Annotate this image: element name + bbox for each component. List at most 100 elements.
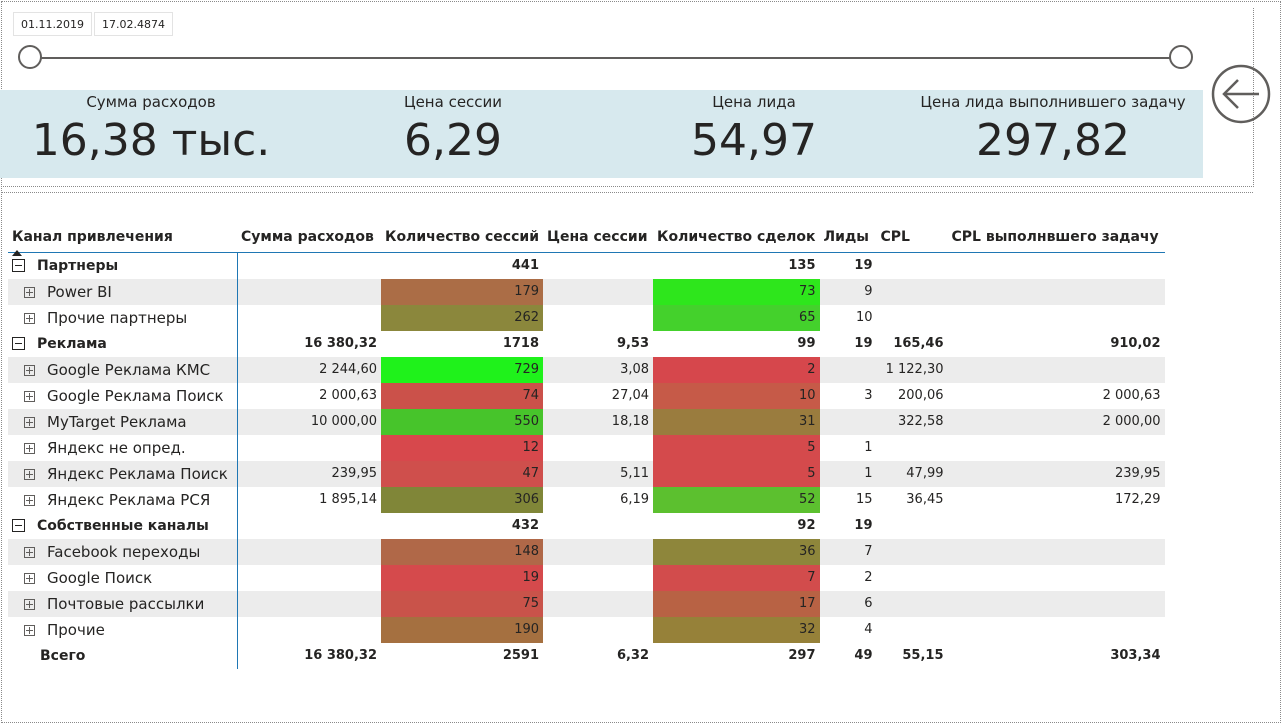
table-cell (948, 617, 1165, 643)
date-range-start-handle[interactable] (18, 45, 42, 69)
table-cell: 4 (864, 622, 873, 637)
table-cell: 190 (381, 616, 544, 643)
table-cell (947, 590, 1165, 617)
expand-icon[interactable] (24, 572, 35, 584)
table-row: Яндекс Реклама РСЯ 1 895,14 306 6,19 52 15 36,… (8, 486, 1165, 513)
table-cell: 148 (381, 538, 544, 565)
collapse-icon[interactable] (12, 259, 25, 273)
table-cell (543, 513, 653, 539)
row-label-text: Реклама (37, 335, 107, 352)
table-cell: 75 (381, 590, 544, 617)
table-cell: 16 380,32 (304, 336, 377, 351)
table-cell: 47 (381, 460, 544, 487)
kpi-lead-price: Цена лида 54,97 (623, 90, 885, 166)
table-cell (876, 538, 948, 565)
row-label: Собственные каналы (8, 512, 238, 539)
table-cell: 179 (381, 278, 544, 305)
table-cell: 2 000,63 (319, 388, 377, 403)
kpi-label: Сумма расходов (86, 93, 216, 111)
table-cell (237, 590, 381, 617)
table-cell (877, 435, 948, 461)
column-header-session-price[interactable]: Цена сессии (547, 229, 648, 245)
date-range-end-handle[interactable] (1169, 45, 1193, 69)
table-cell (948, 305, 1165, 331)
table-cell: 55,15 (902, 648, 944, 663)
expand-icon[interactable] (24, 390, 35, 402)
table-cell: 2 000,63 (1102, 388, 1161, 403)
table-cell: 262 (381, 304, 544, 331)
column-header-leads[interactable]: Лиды (823, 229, 869, 245)
row-label: MyTarget Реклама (8, 408, 238, 435)
table-cell: 239,95 (237, 460, 381, 487)
arrow-left-circle-icon (1211, 64, 1271, 124)
table-cell: 6,19 (620, 492, 650, 507)
kpi-value: 6,29 (404, 115, 502, 166)
table-row: Facebook переходы 148 36 7 (8, 538, 1165, 565)
table-cell: 36 (653, 538, 820, 565)
table-cell: 31 (653, 408, 820, 435)
expand-icon[interactable] (24, 442, 35, 454)
table-cell (543, 538, 654, 565)
expand-icon[interactable] (24, 312, 35, 324)
column-header-spend[interactable]: Сумма расходов (241, 229, 374, 245)
row-label: Прочие (8, 616, 238, 643)
table-cell: 9,53 (616, 336, 650, 351)
expand-icon[interactable] (24, 468, 35, 480)
table-cell: 99 (797, 336, 816, 351)
table-cell (543, 305, 653, 331)
column-header-cpl[interactable]: CPL (880, 229, 910, 245)
table-cell: 19 (854, 336, 873, 351)
collapse-icon[interactable] (12, 519, 25, 532)
expand-icon[interactable] (24, 624, 35, 636)
table-cell (877, 617, 948, 643)
table-cell: 2 000,00 (947, 408, 1165, 435)
column-header-deals[interactable]: Количество сделок (657, 229, 816, 245)
table-cell: 1 (864, 440, 873, 455)
kpi-label: Цена лида (712, 93, 796, 111)
table-cell (876, 278, 948, 305)
row-label: Google Реклама Поиск (8, 382, 238, 409)
row-label-text: Собственные каналы (37, 517, 209, 534)
date-end-field[interactable]: 17.02.4874 (94, 12, 173, 36)
kpi-session-price: Цена сессии 6,29 (322, 90, 584, 166)
expand-icon[interactable] (24, 598, 35, 610)
table-row: MyTarget Реклама 10 000,00 550 18,18 31 322,5… (8, 408, 1165, 435)
row-label-text: Партнеры (37, 257, 119, 274)
date-range-slider-track[interactable] (30, 57, 1181, 59)
row-label-text: Прочие (47, 620, 105, 639)
table-cell: 172,29 (1115, 492, 1161, 507)
column-header-sessions[interactable]: Количество сессий (385, 229, 540, 245)
table-cell: 5 (653, 434, 820, 461)
row-label: Партнеры (8, 252, 238, 279)
row-label: Google Реклама КМС (8, 356, 238, 383)
sort-ascending-icon[interactable] (12, 250, 22, 256)
table-row: Power BI 179 73 9 (8, 278, 1165, 305)
expand-icon[interactable] (24, 416, 35, 428)
table-cell: 3,08 (543, 356, 654, 383)
column-header-cpl-completed[interactable]: CPL выполнвшего задачу (951, 229, 1159, 245)
table-cell (237, 617, 381, 643)
table-cell (237, 278, 381, 305)
table-cell: 10 (855, 310, 873, 325)
table-cell (237, 538, 381, 565)
expand-icon[interactable] (24, 364, 35, 376)
table-cell: 10 000,00 (237, 408, 381, 435)
table-cell (947, 538, 1165, 565)
kpi-completed-lead-price: Цена лида выполнившего задачу 297,82 (908, 90, 1198, 166)
table-cell: 910,02 (1110, 336, 1161, 351)
collapse-icon[interactable] (12, 337, 25, 350)
table-cell: 74 (381, 382, 544, 409)
expand-icon[interactable] (24, 546, 35, 558)
table-cell (237, 253, 381, 279)
expand-icon[interactable] (24, 286, 35, 298)
table-cell: 12 (381, 434, 544, 461)
table-row: Яндекс Реклама Поиск 239,95 47 5,11 5 1 47,99 2… (8, 460, 1165, 487)
table-cell: 2 244,60 (237, 356, 381, 383)
column-header-channel[interactable]: Канал привлечения (12, 229, 173, 245)
expand-icon[interactable] (24, 494, 35, 506)
back-button[interactable] (1211, 64, 1271, 124)
table-cell (237, 305, 381, 331)
date-start-field[interactable]: 01.11.2019 (13, 12, 92, 36)
row-label: Google Поиск (8, 564, 238, 591)
table-cell: 165,46 (893, 336, 944, 351)
